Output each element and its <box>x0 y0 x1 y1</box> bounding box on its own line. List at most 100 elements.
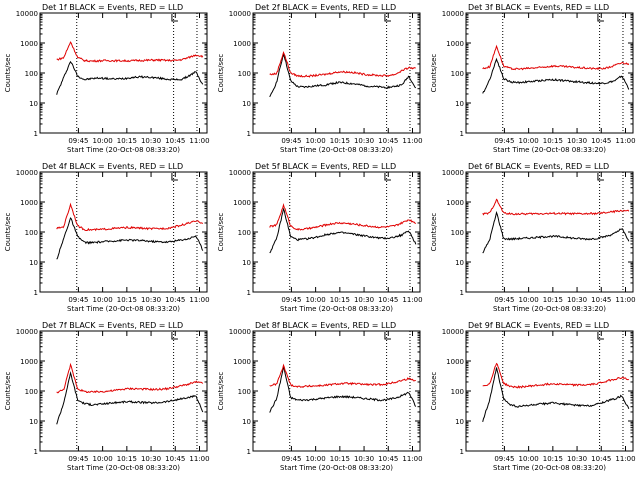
x-tick-label: 10:00 <box>93 296 113 304</box>
chart-panel-4: Det 4f BLACK = Events, RED = LLD 1 10 100 10… <box>4 162 210 313</box>
x-tick-label: 10:15 <box>543 137 563 145</box>
y-tick-label: 10000 <box>16 10 38 18</box>
x-axis-label: Start Time (20-Oct-08 08:33:20) <box>493 464 606 472</box>
x-tick-label: 10:30 <box>567 455 587 463</box>
x-tick-label: 09:45 <box>68 137 88 145</box>
y-tick-label: 10 <box>455 259 464 267</box>
x-tick-label: 11:00 <box>402 296 422 304</box>
y-tick-label: 1000 <box>446 358 464 366</box>
chart-panel-5: Det 5f BLACK = Events, RED = LLD 1 10 100 10… <box>217 162 423 313</box>
chart-title: Det 4f BLACK = Events, RED = LLD <box>42 162 183 171</box>
x-axis-label: Start Time (20-Oct-08 08:33:20) <box>67 146 180 154</box>
x-tick-label: 10:45 <box>591 455 611 463</box>
events-series-line <box>269 52 417 98</box>
x-tick-label: 10:45 <box>378 296 398 304</box>
x-axis-label: Start Time (20-Oct-08 08:33:20) <box>280 146 393 154</box>
events-series-line <box>269 207 417 254</box>
x-tick-label: 11:00 <box>615 455 635 463</box>
plot-frame <box>39 330 208 452</box>
x-tick-label: 10:30 <box>567 296 587 304</box>
x-tick-label: 11:00 <box>189 455 209 463</box>
y-axis-label: Counts/sec <box>430 54 438 93</box>
chart-title: Det 7f BLACK = Events, RED = LLD <box>42 321 183 330</box>
events-series-line <box>269 366 417 413</box>
y-axis-label: Counts/sec <box>217 372 225 411</box>
chart-panel-1: Det 1f BLACK = Events, RED = LLD 1 10 100 10… <box>4 3 210 154</box>
y-tick-label: 10 <box>29 100 38 108</box>
x-tick-label: 11:00 <box>615 296 635 304</box>
x-tick-label: 10:00 <box>519 455 539 463</box>
chart-title: Det 6f BLACK = Events, RED = LLD <box>468 162 609 171</box>
x-tick-label: 10:30 <box>141 296 161 304</box>
chart-title: Det 2f BLACK = Events, RED = LLD <box>255 3 396 12</box>
x-tick-label: 10:30 <box>567 137 587 145</box>
interval-bracket <box>171 14 178 22</box>
y-tick-label: 1 <box>34 130 38 138</box>
y-tick-label: 1000 <box>20 358 38 366</box>
events-series-line <box>56 217 204 260</box>
lld-series-line <box>269 202 416 231</box>
x-tick-label: 11:00 <box>402 455 422 463</box>
events-series-line <box>56 371 204 425</box>
y-tick-label: 100 <box>451 70 464 78</box>
x-axis-label: Start Time (20-Oct-08 08:33:20) <box>493 305 606 313</box>
x-tick-label: 10:15 <box>330 455 350 463</box>
plot-frame <box>39 171 208 293</box>
x-tick-label: 10:45 <box>378 455 398 463</box>
plot-frame <box>465 330 634 452</box>
interval-bracket <box>384 173 391 181</box>
y-axis-label: Counts/sec <box>4 372 12 411</box>
x-tick-label: 11:00 <box>189 137 209 145</box>
x-tick-label: 09:45 <box>68 296 88 304</box>
x-tick-label: 10:45 <box>591 296 611 304</box>
x-tick-label: 10:00 <box>306 455 326 463</box>
x-tick-label: 09:45 <box>281 137 301 145</box>
y-tick-label: 1000 <box>20 40 38 48</box>
plot-frame <box>465 12 634 134</box>
x-tick-label: 09:45 <box>494 137 514 145</box>
y-tick-label: 1 <box>460 289 464 297</box>
chart-title: Det 1f BLACK = Events, RED = LLD <box>42 3 183 12</box>
y-tick-label: 10000 <box>16 169 38 177</box>
y-axis-label: Counts/sec <box>430 372 438 411</box>
interval-bracket <box>597 332 604 340</box>
interval-bracket <box>597 14 604 22</box>
chart-title: Det 3f BLACK = Events, RED = LLD <box>468 3 609 12</box>
x-tick-label: 10:45 <box>591 137 611 145</box>
lld-series-line <box>56 202 204 232</box>
y-axis-label: Counts/sec <box>4 54 12 93</box>
x-axis-label: Start Time (20-Oct-08 08:33:20) <box>280 305 393 313</box>
x-axis-label: Start Time (20-Oct-08 08:33:20) <box>67 305 180 313</box>
y-tick-label: 10000 <box>442 169 464 177</box>
y-tick-label: 1 <box>460 130 464 138</box>
x-tick-label: 10:15 <box>330 296 350 304</box>
y-tick-label: 10 <box>29 259 38 267</box>
x-tick-label: 10:30 <box>354 137 374 145</box>
x-axis-label: Start Time (20-Oct-08 08:33:20) <box>493 146 606 154</box>
chart-panel-2: Det 2f BLACK = Events, RED = LLD 1 10 100 10… <box>217 3 423 154</box>
y-tick-label: 100 <box>25 388 38 396</box>
y-tick-label: 1 <box>247 130 251 138</box>
y-tick-label: 1000 <box>446 199 464 207</box>
y-tick-label: 10000 <box>229 169 251 177</box>
y-tick-label: 100 <box>238 70 251 78</box>
y-tick-label: 100 <box>25 229 38 237</box>
x-tick-label: 10:30 <box>141 137 161 145</box>
x-tick-label: 10:15 <box>117 296 137 304</box>
x-tick-label: 10:00 <box>306 296 326 304</box>
x-tick-label: 10:15 <box>543 296 563 304</box>
chart-panel-3: Det 3f BLACK = Events, RED = LLD 1 10 100 10… <box>430 3 636 154</box>
y-tick-label: 10000 <box>442 328 464 336</box>
y-tick-label: 100 <box>25 70 38 78</box>
x-tick-label: 10:00 <box>519 137 539 145</box>
y-tick-label: 100 <box>238 388 251 396</box>
y-tick-label: 10 <box>242 100 251 108</box>
y-tick-label: 1 <box>34 289 38 297</box>
y-tick-label: 100 <box>451 388 464 396</box>
y-tick-label: 1000 <box>446 40 464 48</box>
x-tick-label: 10:30 <box>354 455 374 463</box>
x-tick-label: 11:00 <box>402 137 422 145</box>
y-tick-label: 1 <box>460 448 464 456</box>
x-tick-label: 11:00 <box>615 137 635 145</box>
y-tick-label: 1 <box>247 448 251 456</box>
